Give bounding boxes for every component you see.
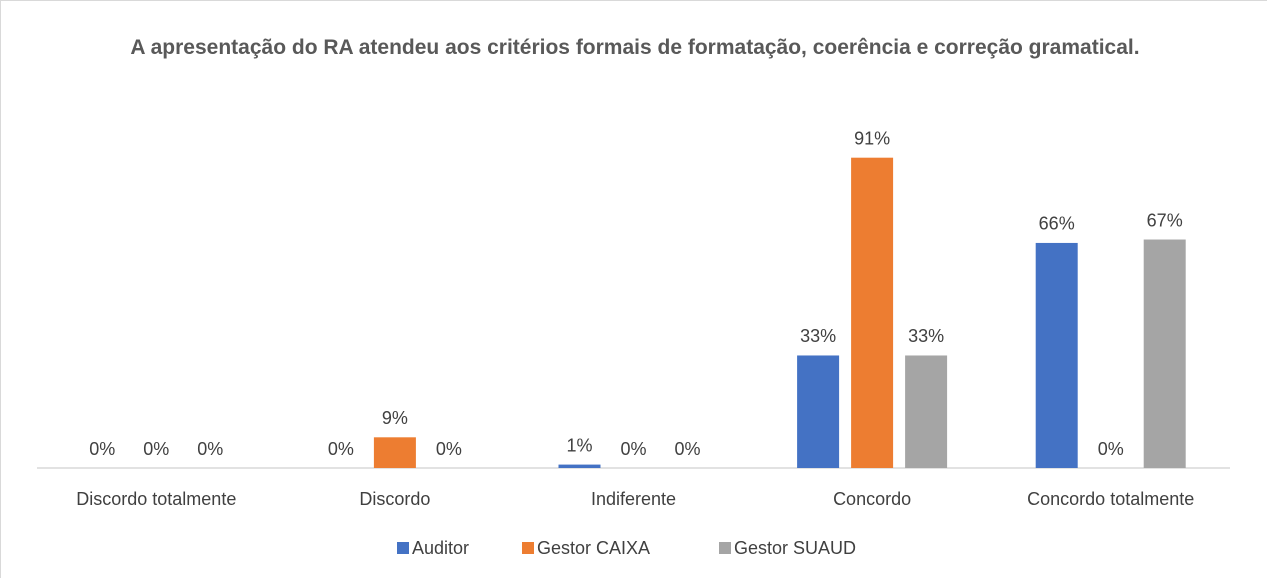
x-tick-label: Discordo totalmente	[76, 489, 236, 509]
bar	[558, 464, 601, 468]
data-label: 1%	[566, 435, 592, 455]
data-label: 0%	[620, 439, 646, 459]
bar	[905, 355, 948, 468]
data-label: 91%	[854, 128, 890, 148]
bar	[851, 157, 894, 468]
bar	[797, 355, 840, 468]
bar	[1035, 242, 1078, 468]
x-tick-label: Concordo	[833, 489, 911, 509]
chart-title-box: A apresentação do RA atendeu aos critéri…	[130, 36, 1140, 59]
x-tick-label: Discordo	[359, 489, 430, 509]
data-label: 0%	[89, 439, 115, 459]
data-label: 9%	[382, 408, 408, 428]
data-label: 0%	[143, 439, 169, 459]
data-label: 0%	[1098, 439, 1124, 459]
data-label: 0%	[674, 439, 700, 459]
chart-title: A apresentação do RA atendeu aos critéri…	[130, 36, 1140, 59]
legend-swatch	[522, 542, 534, 554]
data-label: 0%	[436, 439, 462, 459]
legend-label: Gestor SUAUD	[734, 538, 856, 558]
data-label: 0%	[328, 439, 354, 459]
data-label: 67%	[1147, 210, 1183, 230]
legend-label: Auditor	[412, 538, 469, 558]
x-tick-label: Concordo totalmente	[1027, 489, 1194, 509]
data-label: 66%	[1039, 214, 1075, 234]
data-label: 33%	[908, 326, 944, 346]
x-tick-label: Indiferente	[591, 489, 676, 509]
bar	[373, 437, 416, 468]
legend-swatch	[397, 542, 409, 554]
data-label: 33%	[800, 326, 836, 346]
bar	[1143, 239, 1186, 468]
legend-swatch	[719, 542, 731, 554]
legend-label: Gestor CAIXA	[537, 538, 650, 558]
data-label: 0%	[197, 439, 223, 459]
